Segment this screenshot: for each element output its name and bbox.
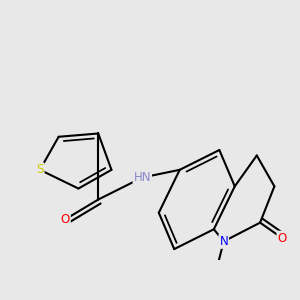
Text: HN: HN <box>134 171 151 184</box>
Text: N: N <box>219 235 228 248</box>
Text: S: S <box>36 163 43 176</box>
Text: O: O <box>278 232 287 244</box>
Text: O: O <box>61 213 70 226</box>
